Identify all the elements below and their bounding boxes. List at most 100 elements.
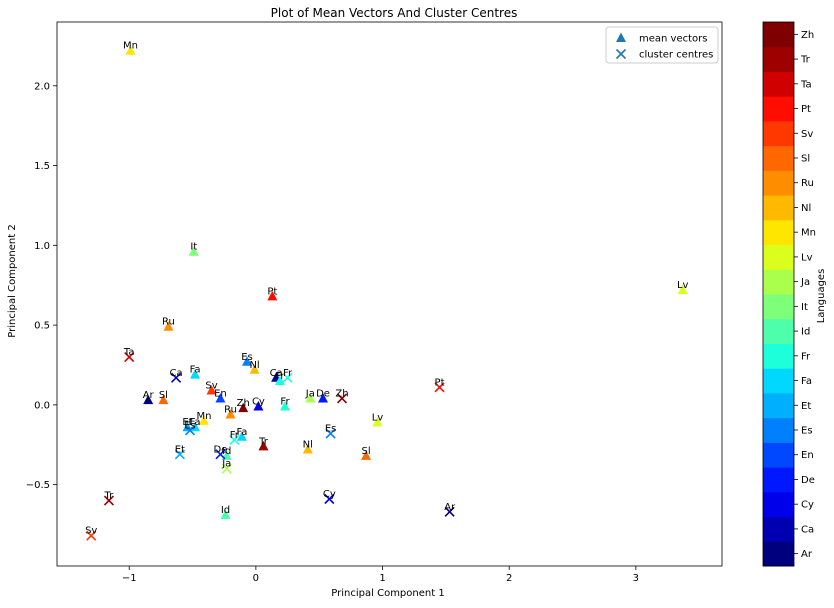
point-label: Ru: [224, 404, 237, 415]
point-label: Fr: [230, 430, 240, 441]
point-label: It: [190, 242, 197, 253]
colorbar-swatch: [763, 244, 794, 270]
point-label: Fr: [280, 396, 290, 407]
colorbar-tick-label: Ca: [801, 524, 814, 535]
point-label: Id: [221, 505, 230, 516]
y-tick-label: −0.5: [26, 480, 50, 491]
mean-vector-point: [242, 356, 252, 366]
mean-vector-point: [198, 415, 209, 425]
cluster-centre-point: [434, 382, 445, 393]
point-label: Ca: [170, 368, 183, 379]
legend-box: [605, 26, 719, 64]
point-label: Sv: [205, 381, 217, 392]
colorbar-tick-label: Ar: [801, 549, 813, 560]
colorbar-swatch: [763, 71, 794, 97]
cluster-centre-point: [324, 493, 335, 505]
point-label: Sl: [159, 390, 168, 401]
colorbar-tick-label: Fa: [801, 376, 812, 387]
mean-vector-point: [318, 392, 328, 403]
mean-vector-point: [238, 402, 249, 413]
point-label: Nl: [303, 440, 313, 451]
point-label: Zh: [237, 398, 250, 409]
cluster-centre-point: [184, 425, 196, 436]
legend: mean vectors cluster centres: [605, 26, 719, 64]
colorbar-swatch: [763, 22, 794, 48]
plot-frame: [56, 21, 723, 567]
colorbar-tick-label: Fr: [801, 351, 811, 362]
point-label: Fa: [190, 417, 201, 428]
colorbar-swatch: [763, 392, 794, 419]
legend-entry-label: mean vectors: [639, 34, 707, 45]
colorbar-swatch: [763, 516, 794, 542]
point-label: Zh: [335, 388, 348, 399]
colorbar-swatch: [763, 294, 794, 320]
x-tick-label: 2: [506, 573, 512, 584]
colorbar-label: Languages: [816, 269, 827, 324]
x-marker-stroke: [434, 382, 445, 393]
colorbar-tick-label: Lv: [801, 252, 813, 263]
cluster-centre-point: [215, 449, 226, 460]
mean-vector-point: [125, 45, 136, 55]
point-label: De: [316, 388, 330, 399]
colorbar-swatch: [763, 145, 794, 171]
colorbar-tick-label: Pt: [801, 104, 811, 115]
colorbar-swatch: [763, 467, 794, 493]
mean-vector-point: [220, 509, 231, 519]
mean-vector-point: [190, 369, 201, 379]
mean-vector-point: [215, 392, 226, 403]
cluster-centre-point: [103, 495, 114, 506]
mean-vector-point: [206, 385, 217, 395]
x-marker-stroke: [444, 506, 455, 517]
mean-vector-point: [236, 431, 247, 441]
point-label: Fr: [275, 371, 285, 382]
mean-vector-point: [302, 444, 313, 454]
cluster-centre-point: [229, 434, 240, 446]
cluster-centre-point: [282, 372, 293, 383]
x-marker-stroke: [174, 449, 185, 460]
colorbar-tick-label: Es: [801, 426, 813, 437]
point-label: Mn: [123, 41, 138, 52]
colorbar-tick-label: Id: [801, 327, 810, 338]
point-label: Sv: [85, 526, 97, 537]
point-label: Tr: [258, 436, 269, 447]
colorbar-swatch: [763, 170, 794, 196]
point-label: Lv: [372, 412, 384, 423]
colorbar-swatch: [763, 318, 794, 344]
mean-vector-point: [361, 450, 372, 460]
x-axis-label: Principal Component 1: [331, 588, 444, 599]
point-label: Pt: [435, 377, 445, 388]
point-label: Ca: [270, 368, 283, 379]
plot-area: −1 0 1 2 3−0.50.00.51.01.52.0MnItPtRuLvEsNlC…: [26, 21, 723, 584]
colorbar-tick-label: Ru: [801, 178, 814, 189]
y-tick-label: 2.0: [34, 81, 50, 92]
mean-vector-point: [143, 394, 154, 405]
colorbar-tick-label: De: [801, 475, 815, 486]
colorbar-swatch: [763, 219, 794, 246]
x-marker-stroke: [103, 495, 114, 506]
point-label: Et: [175, 444, 185, 455]
mean-vector-point: [188, 246, 199, 256]
point-label: Mn: [196, 411, 211, 422]
mean-vector-point: [225, 408, 236, 419]
x-marker-stroke: [86, 530, 97, 541]
point-label: Lv: [677, 280, 689, 291]
colorbar-tick-label: It: [801, 302, 808, 313]
cluster-centre-point: [86, 530, 97, 541]
mean-vector-point: [258, 440, 269, 451]
y-axis-label: Principal Component 2: [7, 224, 18, 337]
cluster-centre-point: [221, 463, 232, 474]
colorbar-swatch: [763, 442, 794, 468]
colorbar-frame: [762, 21, 795, 567]
colorbar-tick-label: Ja: [800, 277, 810, 288]
mean-vector-point: [305, 392, 316, 403]
mean-vector-point: [267, 290, 278, 301]
point-label: Et: [182, 417, 192, 428]
mean-vector-point: [677, 284, 688, 295]
point-label: Es: [184, 420, 196, 431]
x-marker-stroke: [215, 449, 226, 460]
point-label: Id: [222, 446, 231, 457]
mean-vector-point: [253, 400, 264, 411]
colorbar-tick-label: Ta: [800, 79, 812, 90]
